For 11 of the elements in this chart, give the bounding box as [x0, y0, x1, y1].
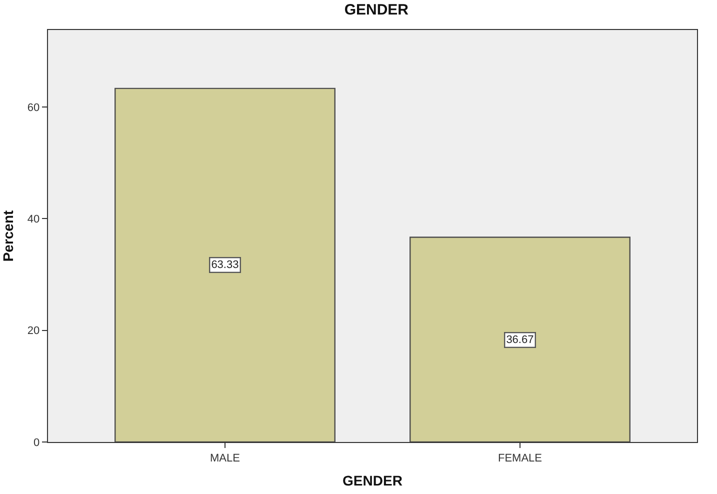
x-tick-label: MALE: [210, 452, 240, 464]
y-axis-title: Percent: [0, 210, 16, 262]
y-tick-label: 60: [27, 102, 40, 114]
y-tick-label: 20: [27, 325, 40, 338]
y-tick-label: 0: [33, 436, 40, 449]
data-label: 63.33: [211, 259, 239, 272]
x-axis-title: GENDER: [342, 472, 402, 489]
y-tick-label: 40: [27, 214, 40, 226]
x-tick-label: FEMALE: [498, 452, 542, 464]
data-label: 36.67: [506, 334, 534, 346]
chart-title: GENDER: [344, 1, 409, 18]
